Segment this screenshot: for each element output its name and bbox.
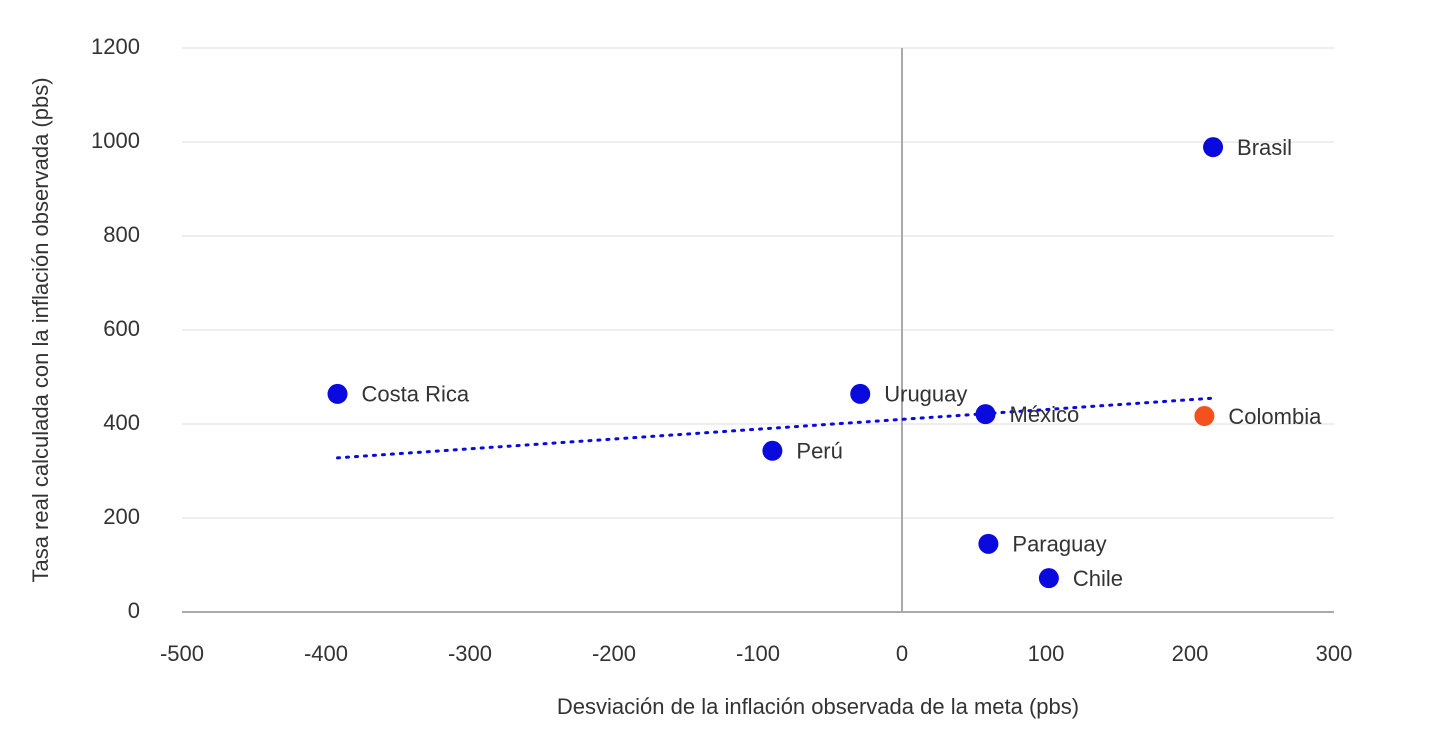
point — [850, 383, 871, 404]
x-tick-label: -400 — [304, 641, 348, 666]
x-axis-title: Desviación de la inflación observada de … — [557, 694, 1079, 719]
point — [1038, 568, 1059, 589]
x-tick-label: 200 — [1172, 641, 1209, 666]
y-tick-label: 200 — [103, 504, 140, 529]
point-label: Uruguay — [884, 382, 967, 407]
y-axis-title: Tasa real calculada con la inflación obs… — [28, 77, 53, 582]
x-tick-label: -300 — [448, 641, 492, 666]
trendline — [336, 396, 1215, 460]
y-tick-label: 1000 — [91, 128, 140, 153]
point — [1194, 406, 1215, 427]
point-label: Brasil — [1237, 135, 1292, 160]
point-label: Perú — [796, 439, 842, 464]
x-tick-label: -100 — [736, 641, 780, 666]
point — [978, 533, 999, 554]
y-tick-label: 600 — [103, 316, 140, 341]
point-label: Chile — [1073, 566, 1123, 591]
x-tick-label: -500 — [160, 641, 204, 666]
point — [1203, 137, 1224, 158]
point-label: México — [1010, 402, 1080, 427]
point-label: Costa Rica — [362, 382, 470, 407]
x-tick-label: 100 — [1028, 641, 1065, 666]
x-tick-label: 0 — [896, 641, 908, 666]
y-tick-label: 1200 — [91, 34, 140, 59]
y-tick-label: 800 — [103, 222, 140, 247]
point-label: Colombia — [1228, 404, 1322, 429]
x-tick-label: -200 — [592, 641, 636, 666]
y-tick-label: 400 — [103, 410, 140, 435]
point — [327, 383, 348, 404]
point — [762, 440, 783, 461]
y-tick-label: 0 — [128, 598, 140, 623]
point — [975, 404, 996, 425]
point-label: Paraguay — [1012, 532, 1106, 557]
x-tick-label: 300 — [1316, 641, 1353, 666]
